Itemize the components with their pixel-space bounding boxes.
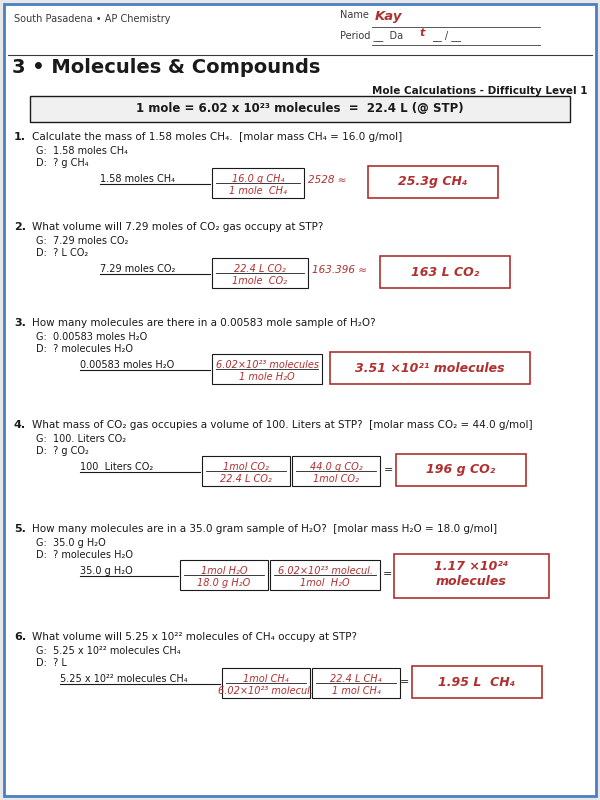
Text: 1 mole H₂O: 1 mole H₂O bbox=[239, 372, 295, 382]
Text: What volume will 7.29 moles of CO₂ gas occupy at STP?: What volume will 7.29 moles of CO₂ gas o… bbox=[32, 222, 323, 232]
Text: D:  ? L: D: ? L bbox=[36, 658, 67, 668]
Text: Name: Name bbox=[340, 10, 369, 20]
FancyBboxPatch shape bbox=[212, 168, 304, 198]
Text: 5.: 5. bbox=[14, 524, 26, 534]
Text: 6.02×10²³ molecules: 6.02×10²³ molecules bbox=[215, 360, 319, 370]
FancyBboxPatch shape bbox=[212, 354, 322, 384]
Text: 1 mole = 6.02 x 10²³ molecules  =  22.4 L (@ STP): 1 mole = 6.02 x 10²³ molecules = 22.4 L … bbox=[136, 102, 464, 115]
Text: 1.58 moles CH₄: 1.58 moles CH₄ bbox=[100, 174, 175, 184]
Text: 1.: 1. bbox=[14, 132, 26, 142]
Text: 6.: 6. bbox=[14, 632, 26, 642]
Text: 1 mol CH₄: 1 mol CH₄ bbox=[332, 686, 380, 696]
Text: 1mol CO₂: 1mol CO₂ bbox=[313, 474, 359, 484]
Text: 16.0 g CH₄: 16.0 g CH₄ bbox=[232, 174, 284, 184]
FancyBboxPatch shape bbox=[396, 454, 526, 486]
Text: 3.51 ×10²¹ molecules: 3.51 ×10²¹ molecules bbox=[355, 362, 505, 374]
Text: 2528 ≈: 2528 ≈ bbox=[308, 175, 347, 185]
Text: 0.00583 moles H₂O: 0.00583 moles H₂O bbox=[80, 360, 174, 370]
Text: 1mol H₂O: 1mol H₂O bbox=[201, 566, 247, 576]
Text: 6.02×10²³ molecul.: 6.02×10²³ molecul. bbox=[277, 566, 373, 576]
Text: How many molecules are there in a 0.00583 mole sample of H₂O?: How many molecules are there in a 0.0058… bbox=[32, 318, 376, 328]
Text: 3 • Molecules & Compounds: 3 • Molecules & Compounds bbox=[12, 58, 320, 77]
Text: Kay: Kay bbox=[375, 10, 403, 23]
Text: D:  ? molecules H₂O: D: ? molecules H₂O bbox=[36, 344, 133, 354]
Text: G:  1.58 moles CH₄: G: 1.58 moles CH₄ bbox=[36, 146, 128, 156]
FancyBboxPatch shape bbox=[270, 560, 380, 590]
FancyBboxPatch shape bbox=[30, 96, 570, 122]
Text: 1.17 ×10²⁴
molecules: 1.17 ×10²⁴ molecules bbox=[434, 560, 508, 588]
FancyBboxPatch shape bbox=[212, 258, 308, 288]
Text: What volume will 5.25 x 10²² molecules of CH₄ occupy at STP?: What volume will 5.25 x 10²² molecules o… bbox=[32, 632, 357, 642]
Text: South Pasadena • AP Chemistry: South Pasadena • AP Chemistry bbox=[14, 14, 170, 24]
Text: Mole Calculations - Difficulty Level 1: Mole Calculations - Difficulty Level 1 bbox=[373, 86, 588, 96]
Text: 22.4 L CO₂: 22.4 L CO₂ bbox=[220, 474, 272, 484]
Text: 100  Liters CO₂: 100 Liters CO₂ bbox=[80, 462, 153, 472]
Text: __ / __: __ / __ bbox=[432, 30, 461, 41]
Text: 25.3g CH₄: 25.3g CH₄ bbox=[398, 175, 468, 189]
Text: 22.4 L CO₂: 22.4 L CO₂ bbox=[234, 264, 286, 274]
FancyBboxPatch shape bbox=[312, 668, 400, 698]
Text: 1mol  H₂O: 1mol H₂O bbox=[300, 578, 350, 588]
Text: D:  ? g CH₄: D: ? g CH₄ bbox=[36, 158, 89, 168]
Text: =: = bbox=[400, 677, 409, 687]
Text: 163 L CO₂: 163 L CO₂ bbox=[411, 266, 479, 278]
Text: G:  5.25 x 10²² molecules CH₄: G: 5.25 x 10²² molecules CH₄ bbox=[36, 646, 181, 656]
FancyBboxPatch shape bbox=[292, 456, 380, 486]
Text: =: = bbox=[384, 465, 394, 475]
Text: G:  100. Liters CO₂: G: 100. Liters CO₂ bbox=[36, 434, 126, 444]
Text: D:  ? g CO₂: D: ? g CO₂ bbox=[36, 446, 89, 456]
Text: 1mol CO₂: 1mol CO₂ bbox=[223, 462, 269, 472]
Text: t: t bbox=[420, 28, 425, 38]
Text: 1.95 L  CH₄: 1.95 L CH₄ bbox=[439, 675, 515, 689]
Text: 163.396 ≈: 163.396 ≈ bbox=[312, 265, 367, 275]
Text: 196 g CO₂: 196 g CO₂ bbox=[427, 463, 496, 477]
FancyBboxPatch shape bbox=[202, 456, 290, 486]
Text: 1mole  CO₂: 1mole CO₂ bbox=[233, 276, 287, 286]
Text: 18.0 g H₂O: 18.0 g H₂O bbox=[197, 578, 251, 588]
Text: Calculate the mass of 1.58 moles CH₄.  [molar mass CH₄ = 16.0 g/mol]: Calculate the mass of 1.58 moles CH₄. [m… bbox=[32, 132, 402, 142]
FancyBboxPatch shape bbox=[368, 166, 498, 198]
Text: 7.29 moles CO₂: 7.29 moles CO₂ bbox=[100, 264, 175, 274]
Text: G:  35.0 g H₂O: G: 35.0 g H₂O bbox=[36, 538, 106, 548]
Text: 6.02×10²³ molecul.: 6.02×10²³ molecul. bbox=[218, 686, 314, 696]
Text: 2.: 2. bbox=[14, 222, 26, 232]
Text: 22.4 L CH₄: 22.4 L CH₄ bbox=[330, 674, 382, 684]
Text: D:  ? molecules H₂O: D: ? molecules H₂O bbox=[36, 550, 133, 560]
FancyBboxPatch shape bbox=[222, 668, 310, 698]
Text: D:  ? L CO₂: D: ? L CO₂ bbox=[36, 248, 88, 258]
FancyBboxPatch shape bbox=[412, 666, 542, 698]
Text: What mass of CO₂ gas occupies a volume of 100. Liters at STP?  [molar mass CO₂ =: What mass of CO₂ gas occupies a volume o… bbox=[32, 420, 533, 430]
Text: How many molecules are in a 35.0 gram sample of H₂O?  [molar mass H₂O = 18.0 g/m: How many molecules are in a 35.0 gram sa… bbox=[32, 524, 497, 534]
FancyBboxPatch shape bbox=[380, 256, 510, 288]
Text: 3.: 3. bbox=[14, 318, 26, 328]
FancyBboxPatch shape bbox=[394, 554, 549, 598]
Text: 44.0 g CO₂: 44.0 g CO₂ bbox=[310, 462, 362, 472]
Text: 35.0 g H₂O: 35.0 g H₂O bbox=[80, 566, 133, 576]
Text: Period __  Da: Period __ Da bbox=[340, 30, 403, 41]
Text: 1mol CH₄: 1mol CH₄ bbox=[243, 674, 289, 684]
Text: 5.25 x 10²² molecules CH₄: 5.25 x 10²² molecules CH₄ bbox=[60, 674, 188, 684]
FancyBboxPatch shape bbox=[4, 4, 596, 796]
FancyBboxPatch shape bbox=[180, 560, 268, 590]
Text: G:  0.00583 moles H₂O: G: 0.00583 moles H₂O bbox=[36, 332, 147, 342]
FancyBboxPatch shape bbox=[330, 352, 530, 384]
Text: =: = bbox=[383, 569, 392, 579]
Text: G:  7.29 moles CO₂: G: 7.29 moles CO₂ bbox=[36, 236, 128, 246]
Text: 1 mole  CH₄: 1 mole CH₄ bbox=[229, 186, 287, 196]
Text: 4.: 4. bbox=[14, 420, 26, 430]
